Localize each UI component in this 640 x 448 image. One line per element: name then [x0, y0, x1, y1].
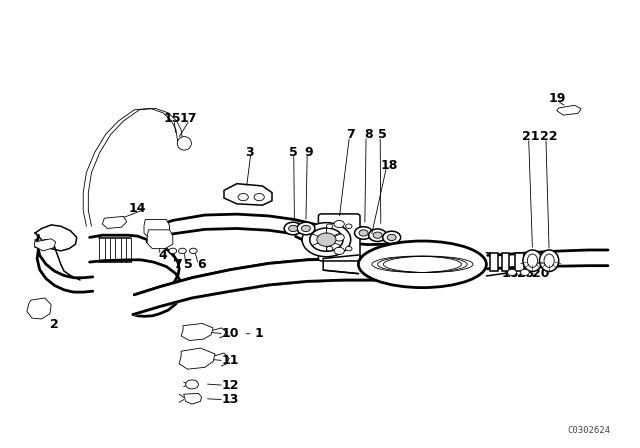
Text: 22: 22 — [540, 130, 558, 143]
Circle shape — [317, 233, 336, 246]
Circle shape — [508, 269, 516, 276]
Circle shape — [326, 246, 333, 251]
Text: 10: 10 — [221, 327, 239, 340]
Circle shape — [302, 223, 351, 257]
Polygon shape — [557, 105, 581, 115]
Text: 6: 6 — [197, 258, 206, 271]
Ellipse shape — [527, 254, 538, 267]
Text: 11: 11 — [221, 354, 239, 367]
Circle shape — [383, 231, 401, 244]
Text: 13: 13 — [221, 393, 239, 406]
Text: 12: 12 — [221, 379, 239, 392]
Polygon shape — [181, 323, 213, 340]
Text: C0302624: C0302624 — [567, 426, 611, 435]
Text: 4: 4 — [159, 249, 168, 262]
Circle shape — [334, 220, 344, 228]
Circle shape — [346, 246, 352, 251]
Circle shape — [334, 247, 344, 254]
Circle shape — [334, 234, 344, 241]
Ellipse shape — [540, 250, 559, 271]
Bar — [515, 253, 524, 271]
Text: 3: 3 — [245, 146, 254, 159]
Text: 23: 23 — [516, 267, 534, 280]
Circle shape — [301, 225, 310, 232]
Polygon shape — [35, 225, 77, 251]
Polygon shape — [323, 255, 358, 274]
Ellipse shape — [177, 137, 191, 150]
Circle shape — [297, 222, 315, 235]
Circle shape — [284, 222, 302, 235]
Circle shape — [369, 229, 387, 241]
Text: 18: 18 — [380, 159, 398, 172]
Circle shape — [387, 234, 396, 241]
Polygon shape — [144, 220, 170, 238]
Polygon shape — [27, 298, 51, 319]
Text: 5: 5 — [378, 128, 387, 141]
Circle shape — [254, 194, 264, 201]
Text: 2: 2 — [50, 318, 59, 332]
Circle shape — [373, 232, 382, 238]
Circle shape — [238, 194, 248, 201]
Text: 16: 16 — [33, 237, 51, 251]
Polygon shape — [35, 239, 56, 251]
FancyBboxPatch shape — [319, 214, 360, 261]
Polygon shape — [147, 230, 173, 249]
Text: 1: 1 — [255, 327, 264, 340]
Text: 9: 9 — [304, 146, 313, 159]
Text: 15: 15 — [164, 112, 182, 125]
Text: 5: 5 — [184, 258, 193, 271]
Text: 14: 14 — [129, 202, 147, 215]
Text: 17: 17 — [180, 112, 198, 125]
Text: 7: 7 — [173, 258, 182, 271]
Circle shape — [310, 228, 343, 251]
Text: 7: 7 — [346, 128, 355, 141]
Text: 19: 19 — [548, 92, 566, 105]
Polygon shape — [102, 216, 127, 228]
Circle shape — [355, 227, 372, 239]
Bar — [490, 253, 498, 271]
Circle shape — [359, 230, 368, 236]
Circle shape — [179, 248, 186, 254]
Ellipse shape — [358, 241, 486, 288]
Ellipse shape — [544, 254, 554, 267]
Circle shape — [169, 248, 177, 254]
Bar — [502, 253, 509, 271]
Polygon shape — [184, 393, 202, 404]
Polygon shape — [486, 253, 511, 276]
Circle shape — [346, 224, 352, 228]
Polygon shape — [179, 348, 215, 369]
Text: 21: 21 — [522, 130, 540, 143]
Circle shape — [520, 269, 529, 276]
Text: 8: 8 — [364, 128, 373, 141]
Text: 18: 18 — [502, 267, 520, 280]
Ellipse shape — [523, 250, 542, 271]
Polygon shape — [224, 184, 272, 205]
Text: 20: 20 — [532, 267, 550, 280]
Circle shape — [326, 224, 333, 228]
Circle shape — [289, 225, 298, 232]
Circle shape — [186, 380, 198, 389]
Circle shape — [189, 248, 197, 254]
Text: 5: 5 — [289, 146, 298, 159]
